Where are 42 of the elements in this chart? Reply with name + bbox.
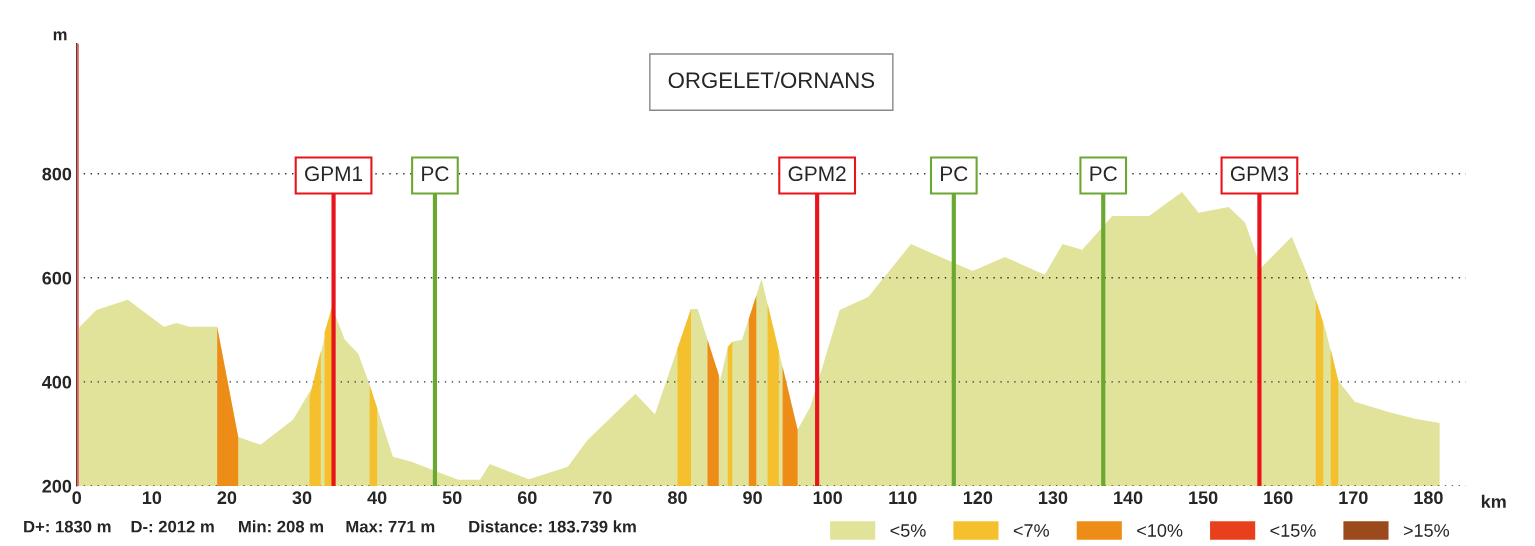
x-axis-title: km xyxy=(1481,494,1506,508)
x-tick-label: 180 xyxy=(1414,491,1443,505)
x-tick-label: 70 xyxy=(593,491,612,505)
ref-line-label: GPM3 xyxy=(1230,166,1289,182)
x-tick-label: 40 xyxy=(367,491,387,505)
x-tick-label: 130 xyxy=(1039,491,1068,505)
y-tick-label: 600 xyxy=(42,271,72,285)
x-tick-label: 10 xyxy=(142,491,162,505)
x-tick-label: 160 xyxy=(1264,491,1293,505)
x-tick-label: 50 xyxy=(442,491,462,505)
text: Max: 771 m xyxy=(346,520,435,533)
legend-label: <5% xyxy=(890,524,926,537)
legend-label: <7% xyxy=(1013,524,1049,537)
x-tick-label: 140 xyxy=(1114,491,1143,505)
x-tick-label: 170 xyxy=(1339,491,1368,505)
ref-line-label: PC xyxy=(941,166,968,182)
x-tick-label: 20 xyxy=(217,491,237,505)
text: Distance: 183.739 km xyxy=(469,520,636,533)
x-tick-label: 120 xyxy=(963,491,993,505)
x-tick-label: 60 xyxy=(517,491,537,505)
y-tick-label: 200 xyxy=(42,479,72,493)
legend-label: <15% xyxy=(1270,524,1316,537)
text: Min: 208 m xyxy=(239,520,324,533)
text: ORGELET/ORNANS xyxy=(668,71,875,89)
text: D+: 1830 m xyxy=(24,520,111,533)
ref-line-label: GPM1 xyxy=(305,166,363,182)
legend-label: >15% xyxy=(1403,524,1450,537)
ref-line-label: PC xyxy=(422,166,449,182)
ref-line-label: PC xyxy=(1090,166,1117,182)
ref-line-label: GPM2 xyxy=(788,166,846,182)
text: D-: 2012 m xyxy=(131,520,214,533)
x-tick-label: 100 xyxy=(813,491,842,505)
y-tick-label: 800 xyxy=(42,167,72,181)
x-tick-label: 110 xyxy=(889,491,917,505)
x-tick-label: 30 xyxy=(292,491,312,505)
x-tick-label: 0 xyxy=(72,491,82,505)
x-tick-label: 150 xyxy=(1189,491,1218,505)
legend-label: <10% xyxy=(1137,524,1183,537)
x-tick-label: 80 xyxy=(668,491,687,505)
y-tick-label: 400 xyxy=(42,375,72,389)
x-tick-label: 90 xyxy=(743,491,762,505)
y-axis-title: m xyxy=(53,31,67,41)
